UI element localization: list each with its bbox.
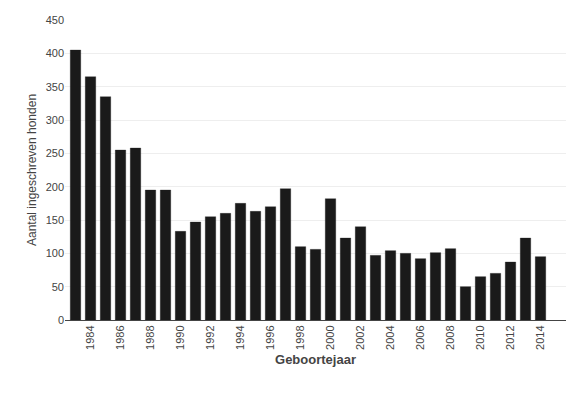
svg-text:1992: 1992 xyxy=(204,325,216,349)
svg-text:150: 150 xyxy=(46,214,64,226)
svg-text:2000: 2000 xyxy=(324,325,336,349)
svg-text:350: 350 xyxy=(46,81,64,93)
svg-text:2008: 2008 xyxy=(444,325,456,349)
svg-text:0: 0 xyxy=(58,314,64,326)
svg-text:2012: 2012 xyxy=(504,325,516,349)
svg-text:50: 50 xyxy=(52,281,64,293)
svg-text:300: 300 xyxy=(46,114,64,126)
svg-text:400: 400 xyxy=(46,47,64,59)
svg-text:1984: 1984 xyxy=(84,325,96,349)
svg-text:2014: 2014 xyxy=(534,325,546,349)
svg-text:1988: 1988 xyxy=(144,325,156,349)
svg-text:2002: 2002 xyxy=(354,325,366,349)
svg-text:Geboortejaar: Geboortejaar xyxy=(275,352,356,367)
svg-text:1986: 1986 xyxy=(114,325,126,349)
svg-text:250: 250 xyxy=(46,147,64,159)
svg-text:1994: 1994 xyxy=(234,325,246,349)
svg-text:1990: 1990 xyxy=(174,325,186,349)
svg-text:2004: 2004 xyxy=(384,325,396,349)
svg-text:100: 100 xyxy=(46,247,64,259)
svg-text:1996: 1996 xyxy=(264,325,276,349)
svg-text:2010: 2010 xyxy=(474,325,486,349)
svg-text:450: 450 xyxy=(46,14,64,26)
svg-text:1998: 1998 xyxy=(294,325,306,349)
svg-text:2006: 2006 xyxy=(414,325,426,349)
svg-text:200: 200 xyxy=(46,181,64,193)
svg-text:Aantal ingeschreven honden: Aantal ingeschreven honden xyxy=(25,94,39,246)
